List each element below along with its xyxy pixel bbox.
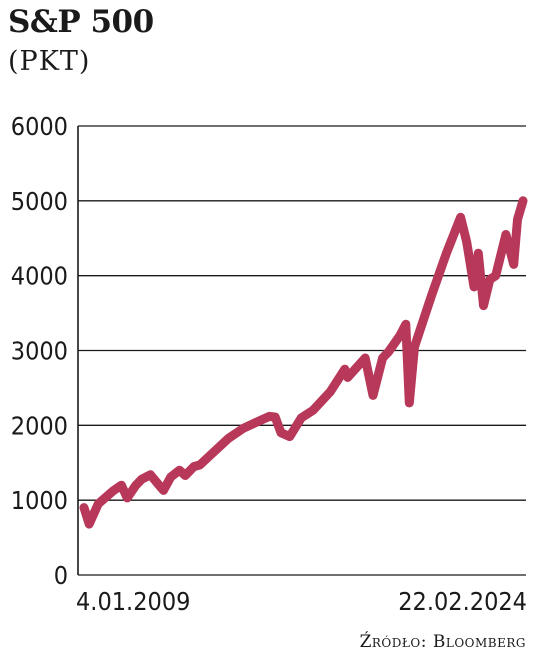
series-line-sp500 <box>79 196 528 529</box>
y-tick-labels: 0 1000 2000 3000 4000 5000 6000 <box>11 112 68 590</box>
y-tick-label-2000: 2000 <box>11 411 68 440</box>
y-tick-label-6000: 6000 <box>11 112 68 141</box>
chart-title: S&P 500 <box>8 4 154 40</box>
y-tick-label-5000: 5000 <box>11 187 68 216</box>
y-tick-label-0: 0 <box>54 561 68 590</box>
y-tick-label-1000: 1000 <box>11 486 68 515</box>
source-note: Źródło: Bloomberg <box>359 632 526 652</box>
x-tick-label-end: 22.02.2024 <box>398 587 527 616</box>
x-tick-label-start: 4.01.2009 <box>76 587 190 616</box>
y-tick-label-3000: 3000 <box>11 337 68 366</box>
y-tick-label-4000: 4000 <box>11 262 68 291</box>
gridlines <box>78 125 526 576</box>
chart-subtitle: (PKT) <box>8 46 91 77</box>
